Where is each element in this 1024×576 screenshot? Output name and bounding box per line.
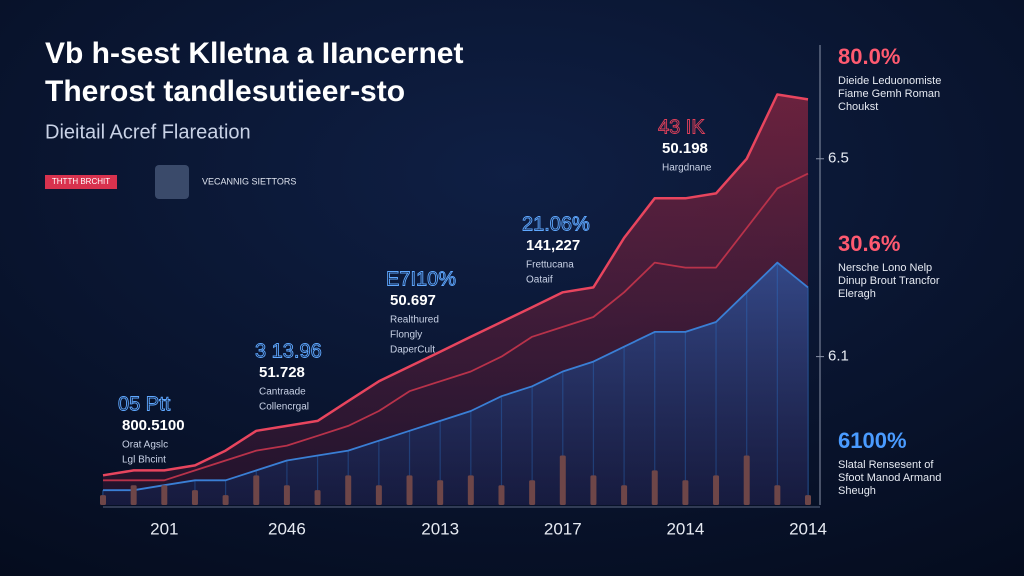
bar: [682, 480, 689, 505]
y-tick-label: 6.5: [828, 150, 849, 167]
annotation-text: Cantraade: [259, 387, 306, 398]
x-tick-label: 2013: [421, 519, 459, 538]
source: VECANNIG SIETTORS: [202, 176, 296, 186]
bar: [406, 475, 413, 505]
bar: [590, 475, 597, 505]
line: [103, 172, 809, 482]
annotation-text: Collencrgal: [259, 402, 309, 413]
bar: [743, 455, 750, 505]
annotation-value: 51.728: [259, 364, 305, 381]
annotation-text: DaperCult: [390, 345, 435, 356]
annotation-heading: 3 13.96: [255, 340, 322, 362]
annotation-heading: 43 IK: [658, 116, 705, 138]
badge-text: THTTH BRCHIT: [52, 177, 110, 186]
line: [102, 93, 809, 477]
bar: [253, 475, 260, 505]
annotation-value: 50.198: [662, 140, 708, 157]
annotation-heading: E7I10%: [386, 268, 456, 290]
side-text: Eleragh: [838, 288, 876, 300]
annotation-heading: 05 Ptt: [118, 393, 171, 415]
side-text: Dinup Brout Trancfor: [838, 275, 940, 287]
bar: [161, 485, 168, 505]
annotation-value: 800.5100: [122, 417, 185, 434]
annotation-text: Orat Agslc: [122, 440, 168, 451]
annotation-text: Frettucana: [526, 260, 574, 271]
x-tick-label: 201: [150, 519, 178, 538]
bar: [222, 495, 229, 505]
y-tick-label: 6.1: [828, 348, 849, 365]
title-line: Vb h-sest Klletna a IIancernet: [45, 37, 463, 70]
bar: [314, 490, 321, 505]
annotation-text: Realthured: [390, 315, 439, 326]
line: [103, 261, 809, 492]
icon: [155, 165, 189, 199]
bar: [283, 485, 290, 505]
side-text: Slatal Rensesent of: [838, 459, 934, 471]
bar: [437, 480, 444, 505]
side-heading: 6100%: [838, 428, 907, 453]
annotation-value: 50.697: [390, 292, 436, 309]
annotation-value: 141,227: [526, 237, 580, 254]
annotation-text: Oataif: [526, 275, 553, 286]
bar: [529, 480, 536, 505]
side-text: Nersche Lono Nelp: [838, 262, 932, 274]
x-tick-label: 2046: [268, 519, 306, 538]
bar: [467, 475, 474, 505]
bar: [100, 495, 106, 505]
area: [103, 262, 808, 505]
side-heading: 30.6%: [838, 231, 900, 256]
side-heading: 80.0%: [838, 44, 900, 69]
annotation-heading: 21.06%: [522, 213, 590, 235]
title-line: Therost tandlesutieer-sto: [45, 75, 405, 108]
side-text: Dieide Leduonomiste: [838, 75, 941, 87]
x-tick-label: 2014: [666, 519, 704, 538]
bar: [805, 495, 811, 505]
side-text: Fiame Gemh Roman: [838, 88, 940, 100]
side-text: Choukst: [838, 101, 878, 113]
subtitle: Dieitail Acref Flareation: [45, 121, 251, 143]
bar: [345, 475, 352, 505]
annotation-text: Flongly: [390, 330, 422, 341]
bar: [498, 485, 505, 505]
x-tick-label: 2014: [789, 519, 827, 538]
bar: [621, 485, 628, 505]
bar: [651, 470, 658, 505]
bar: [559, 455, 566, 505]
side-text: Sheugh: [838, 485, 876, 497]
bar: [130, 485, 137, 505]
bar: [375, 485, 382, 505]
x-tick-label: 2017: [544, 519, 582, 538]
bar: [774, 485, 781, 505]
side-text: Sfoot Manod Armand: [838, 472, 941, 484]
bar: [191, 490, 198, 505]
badge: [45, 175, 117, 189]
annotation-text: Lgl Bhcint: [122, 455, 166, 466]
annotation-text: Hargdnane: [662, 163, 712, 174]
bar: [713, 475, 720, 505]
